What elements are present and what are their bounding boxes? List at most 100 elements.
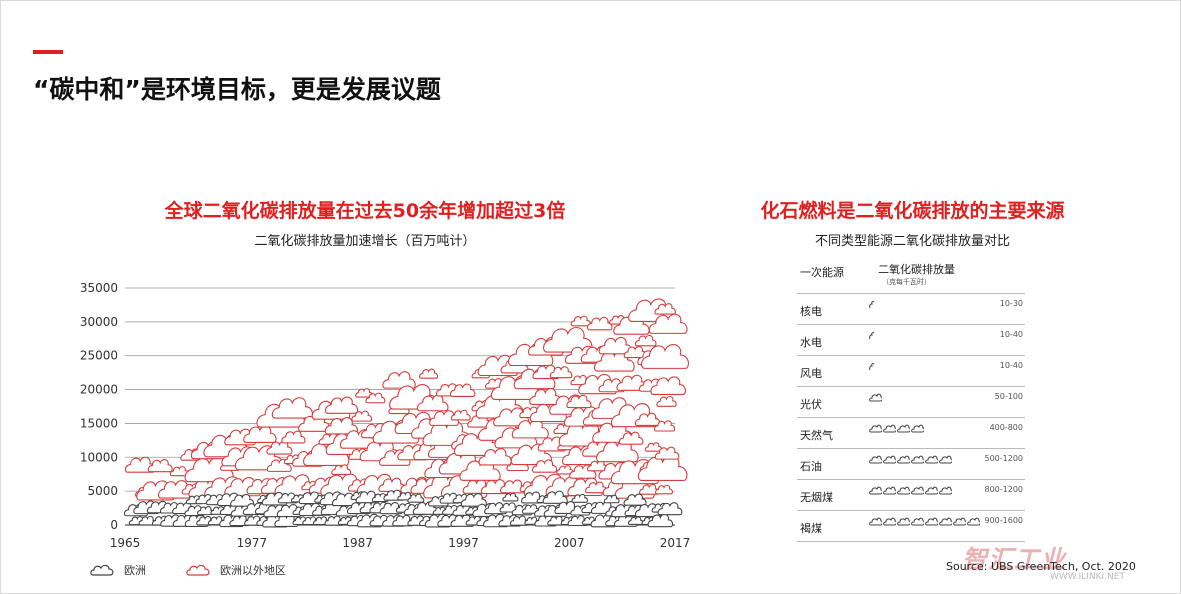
outside-europe-cloud-mark — [549, 366, 573, 379]
outside-europe-cloud-mark — [543, 326, 593, 353]
cloud-icon-shape — [911, 455, 924, 464]
cloud-icon — [869, 332, 875, 340]
column-header-unit: （克每千瓦时） — [882, 278, 931, 286]
cloud-icon — [897, 486, 910, 495]
emission-cloud-icons — [869, 423, 924, 434]
energy-name: 石油 — [800, 460, 822, 473]
cloud-icon-shape — [883, 486, 896, 495]
europe-cloud-mark — [571, 493, 589, 503]
outside-europe-cloud-mark — [147, 459, 173, 473]
emission-cloud-icons — [869, 485, 952, 496]
cloud-icon — [967, 517, 980, 526]
outside-europe-cloud-mark — [654, 446, 680, 460]
outside-europe-cloud-mark — [449, 383, 476, 397]
outside-europe-cloud-mark — [598, 336, 632, 355]
outside-europe-cloud-mark — [331, 464, 352, 475]
cloud-icon-shape — [897, 424, 910, 433]
outside-europe-cloud-mark — [266, 440, 293, 455]
cloud-icon — [883, 424, 896, 433]
cloud-icon — [953, 517, 966, 526]
cloud-icon-shape — [869, 393, 882, 402]
emission-range: 500-1200 — [984, 454, 1023, 463]
cloud-icon — [869, 301, 875, 309]
energy-name: 天然气 — [800, 429, 833, 442]
cloud-icon-shape — [883, 517, 896, 526]
outside-europe-cloud-mark — [655, 484, 673, 495]
energy-name: 褐煤 — [800, 522, 822, 535]
outside-europe-cloud-mark — [184, 456, 234, 483]
cloud-icon-shape — [911, 424, 924, 433]
cloud-icon — [911, 486, 924, 495]
outside-europe-cloud-mark — [634, 334, 657, 347]
table-header: 一次能源 二氧化碳排放量 （克每千瓦时） — [797, 258, 1025, 294]
cloud-icon — [925, 517, 938, 526]
outside-europe-cloud-mark — [650, 376, 686, 395]
cloud-icon-shape — [883, 455, 896, 464]
legend-europe-cloud-shape — [90, 564, 114, 576]
cloud-icon-shape — [869, 424, 882, 433]
energy-emission-table: 一次能源 二氧化碳排放量 （克每千瓦时） 核电 10-30 水电 10-40 风电 10-… — [797, 258, 1025, 542]
cloud-icon-shape — [883, 424, 896, 433]
emission-cloud-icons — [869, 330, 875, 341]
y-tick-label: 10000 — [80, 450, 118, 464]
europe-cloud-mark — [657, 502, 683, 516]
y-tick-label: 15000 — [80, 416, 118, 430]
europe-cloud-mark — [603, 494, 620, 504]
outside-europe-cloud-mark — [281, 430, 306, 444]
column-header-energy: 一次能源 — [800, 266, 844, 279]
cloud-icon-shape — [925, 517, 938, 526]
cloud-icon-shape — [911, 517, 924, 526]
cloud-icon-shape — [967, 517, 980, 526]
y-tick-label: 30000 — [80, 315, 118, 329]
emission-cloud-icons — [869, 299, 875, 310]
cloud-icon-shape — [897, 455, 910, 464]
left-chart-subheading: 二氧化碳排放量加速增长（百万吨计） — [254, 234, 476, 249]
cloud-icon — [869, 517, 882, 526]
source-note: Source: UBS GreenTech, Oct. 2020 — [946, 560, 1136, 573]
outside-europe-cloud-mark — [416, 394, 449, 412]
europe-cloud-mark — [230, 493, 255, 507]
outside-europe-cloud-mark — [618, 431, 644, 445]
cloud-icon — [869, 424, 882, 433]
outside-europe-cloud-mark — [478, 448, 512, 466]
cloud-icon — [883, 517, 896, 526]
cloud-icon — [186, 564, 210, 576]
cloud-icon-shape — [939, 455, 952, 464]
column-header-emission-label: 二氧化碳排放量 — [878, 263, 955, 276]
energy-name: 无烟煤 — [800, 491, 833, 504]
outside-europe-cloud-mark — [596, 440, 639, 463]
table-row: 天然气 400-800 — [797, 418, 1025, 449]
table-rows: 核电 10-30 水电 10-40 风电 10-40 光伏 50-100 天然气 400-800 石… — [797, 294, 1025, 542]
y-tick-label: 5000 — [87, 484, 118, 498]
cloud-icon-shape — [869, 332, 875, 340]
x-tick-label: 2017 — [660, 536, 690, 550]
right-panel-subheading: 不同类型能源二氧化碳排放量对比 — [814, 234, 1010, 249]
cloud-icon — [897, 455, 910, 464]
outside-europe-cloud-mark — [648, 313, 688, 334]
europe-cloud-mark — [407, 493, 425, 503]
cloud-icon — [90, 564, 114, 576]
table-row: 核电 10-30 — [797, 294, 1025, 325]
cloud-icon-shape — [897, 486, 910, 495]
cloud-icon — [897, 517, 910, 526]
emission-range: 10-40 — [999, 361, 1023, 370]
cloud-icon — [911, 424, 924, 433]
outside-europe-cloud-mark — [365, 392, 386, 404]
column-header-emission: 二氧化碳排放量 （克每千瓦时） — [878, 264, 955, 288]
y-tick-label: 20000 — [80, 383, 118, 397]
x-tick-label: 1977 — [237, 536, 268, 550]
cloud-icon — [869, 363, 875, 371]
emission-range: 50-100 — [994, 392, 1023, 401]
table-row: 风电 10-40 — [797, 356, 1025, 387]
cloud-icon-shape — [869, 517, 882, 526]
outside-europe-cloud-mark — [243, 425, 277, 443]
outside-europe-cloud-mark — [450, 409, 471, 421]
energy-name: 风电 — [800, 367, 822, 380]
legend-outside-cloud-shape — [186, 564, 210, 576]
cloud-icon — [911, 517, 924, 526]
legend-label-europe: 欧洲 — [124, 564, 146, 577]
europe-cloud-mark — [647, 513, 674, 528]
outside-europe-cloud-mark — [640, 344, 689, 369]
outside-europe-cloud-mark — [493, 407, 530, 427]
cloud-icon-shape — [953, 517, 966, 526]
